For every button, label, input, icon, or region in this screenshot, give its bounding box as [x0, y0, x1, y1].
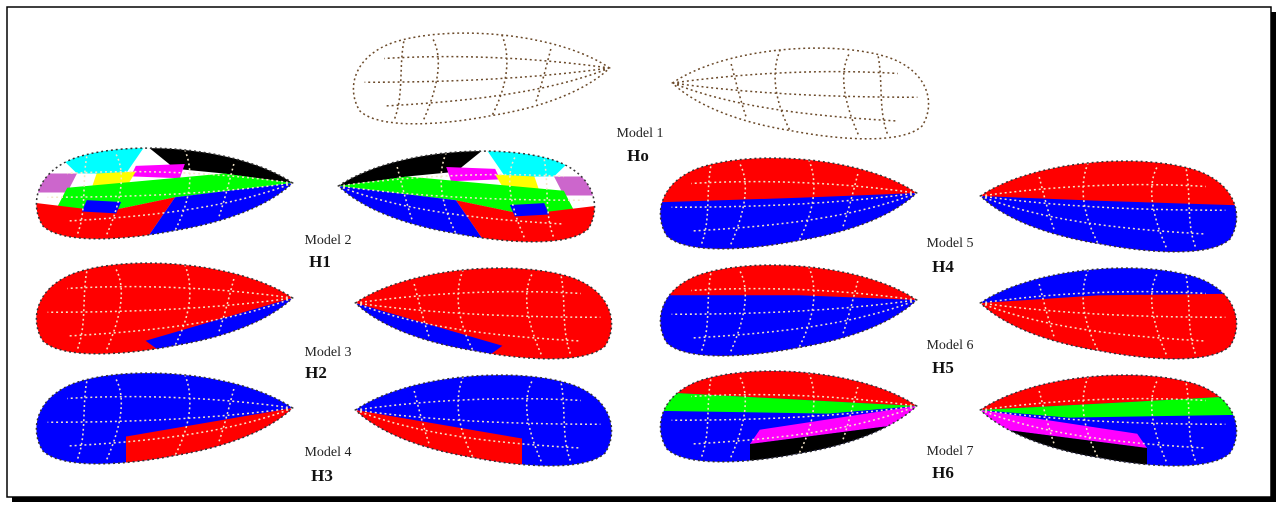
- wing-region: [446, 167, 500, 181]
- model-label: Model 4: [304, 445, 351, 460]
- hypothesis: H2: [305, 363, 327, 382]
- hypothesis: H5: [932, 358, 954, 377]
- model-label: Model 2: [304, 233, 351, 248]
- model-label: Model 5: [926, 236, 973, 251]
- figure: Model 1 Ho Model 2 H1 Model 3 H2 Model 4…: [0, 0, 1281, 509]
- model-label: Model 6: [926, 338, 973, 353]
- hypothesis: H1: [309, 252, 331, 271]
- model-label: Model 7: [926, 444, 973, 459]
- model-label: Model 1: [616, 126, 663, 141]
- page: {"models": [ {"label": "Model 1", "hypot…: [0, 0, 1281, 509]
- hypothesis: H4: [932, 257, 954, 276]
- hypothesis: H6: [932, 463, 954, 482]
- model-label: Model 3: [304, 345, 351, 360]
- hypothesis: H3: [311, 466, 333, 485]
- wing-region: [131, 164, 185, 178]
- hypothesis: Ho: [627, 146, 649, 165]
